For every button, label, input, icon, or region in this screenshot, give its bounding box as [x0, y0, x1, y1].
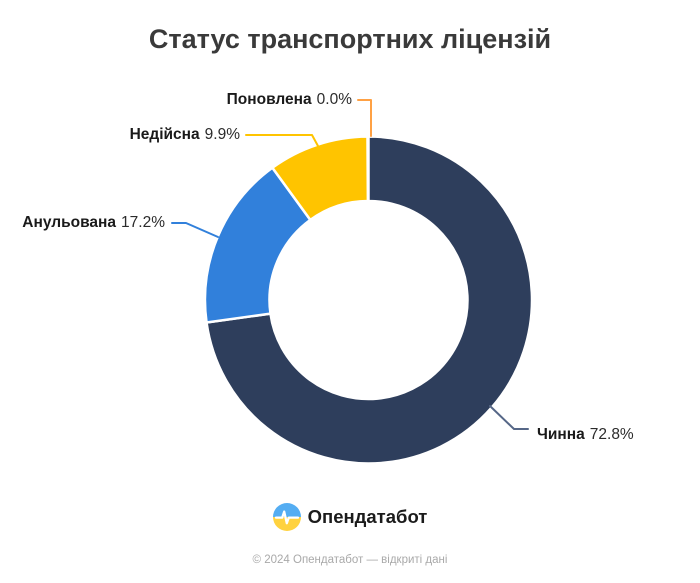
- slice-label-chynna: Чинна 72.8%: [537, 425, 634, 445]
- chart-title: Статус транспортних ліцензій: [148, 24, 552, 54]
- donut-slice-nediisna: [271, 135, 370, 222]
- label-connector-ponovlena: [357, 99, 372, 137]
- slice-name: Поновлена: [226, 91, 312, 108]
- slice-label-anulovana: Анульована 17.2%: [22, 213, 165, 233]
- pulse-line-icon: [274, 510, 299, 525]
- opendatabot-logo: Опендатабот: [0, 503, 700, 531]
- slice-value: 9.9%: [204, 126, 240, 143]
- slice-label-ponovlena: Поновлена 0.0%: [227, 90, 352, 110]
- opendatabot-logo-text: Опендатабот: [307, 506, 428, 527]
- slice-value: 0.0%: [316, 91, 352, 108]
- donut-slice-chynna: [205, 135, 534, 465]
- label-connector-anulovana: [171, 222, 219, 238]
- slice-name: Чинна: [537, 426, 585, 443]
- slice-name: Недійсна: [129, 126, 200, 143]
- slice-name: Анульована: [22, 214, 117, 231]
- opendatabot-pulse-icon: [272, 503, 301, 531]
- slice-value: 72.8%: [589, 426, 634, 443]
- slice-value: 17.2%: [121, 214, 165, 231]
- copyright-text: © 2024 Опендатабот — відкриті дані: [252, 554, 448, 566]
- slice-label-nediisna: Недійсна 9.9%: [130, 125, 240, 145]
- label-connector-chynna: [489, 405, 529, 430]
- label-connector-nediisna: [245, 134, 319, 147]
